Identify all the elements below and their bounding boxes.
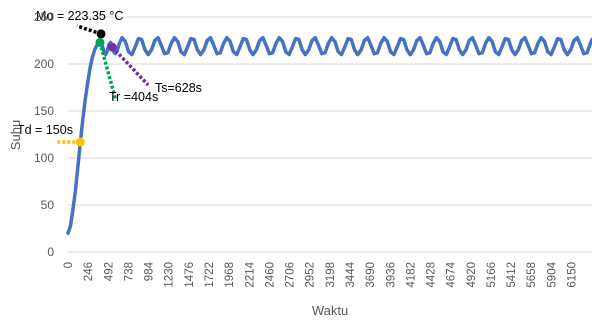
td-label: Td = 150s [17,123,73,137]
series-layer [66,35,592,235]
x-tick-label: 3690 [365,262,377,288]
td-marker [75,137,85,147]
x-tick-label: 2952 [305,262,317,288]
y-tick-label: 200 [34,57,54,71]
ts-leader-line [110,45,150,87]
x-tick-label: 4674 [446,261,458,287]
x-tick-label: 1722 [204,262,216,288]
x-tick-label: 0 [63,262,75,268]
x-tick-label: 1968 [224,262,236,288]
x-tick-label: 5166 [486,262,498,288]
x-tick-label: 738 [123,262,135,281]
x-tick-label: 246 [83,262,95,281]
x-tick-label: 3198 [325,262,337,288]
x-tick-label: 492 [103,262,115,281]
x-tick-label: 1230 [164,262,176,288]
x-tick-label: 5904 [546,261,558,287]
ts-label: Ts=628s [155,81,202,95]
y-tick-label: 150 [34,104,54,118]
x-axis-ticks: 0 246 492 738 984 1230 1476 1722 1968 2214 2460 270… [63,261,579,287]
tr-marker [95,37,105,47]
x-tick-label: 6150 [567,262,579,288]
x-tick-label: 4428 [426,262,438,288]
x-tick-label: 4182 [405,262,417,288]
x-tick-label: 1476 [184,262,196,288]
y-tick-label: 0 [47,245,54,259]
ts-marker [107,42,117,52]
tr-label: Tr =404s [109,90,158,104]
series-line [66,35,592,235]
y-tick-label: 250 [34,10,54,24]
tr-leader-line [98,41,118,101]
x-tick-label: 4920 [466,262,478,288]
x-tick-label: 5658 [526,262,538,288]
x-tick-label: 3936 [385,262,397,288]
x-tick-label: 3444 [345,261,357,287]
mo-marker [96,29,106,39]
x-tick-label: 2706 [285,262,297,288]
y-tick-label: 50 [41,198,55,212]
y-axis-title: Suhu [8,120,23,150]
gridlines [68,16,592,253]
mo-label: Mo = 223.35 °C [36,9,123,23]
x-axis-title: Waktu [312,303,348,318]
y-tick-label: 100 [34,151,54,165]
x-tick-label: 2460 [264,262,276,288]
x-tick-label: 2214 [244,261,256,287]
mo-leader-line [76,24,102,36]
x-tick-label: 984 [144,261,156,281]
x-tick-label: 5412 [506,262,518,288]
y-axis-ticks: 0 50 100 150 200 250 [34,10,54,259]
